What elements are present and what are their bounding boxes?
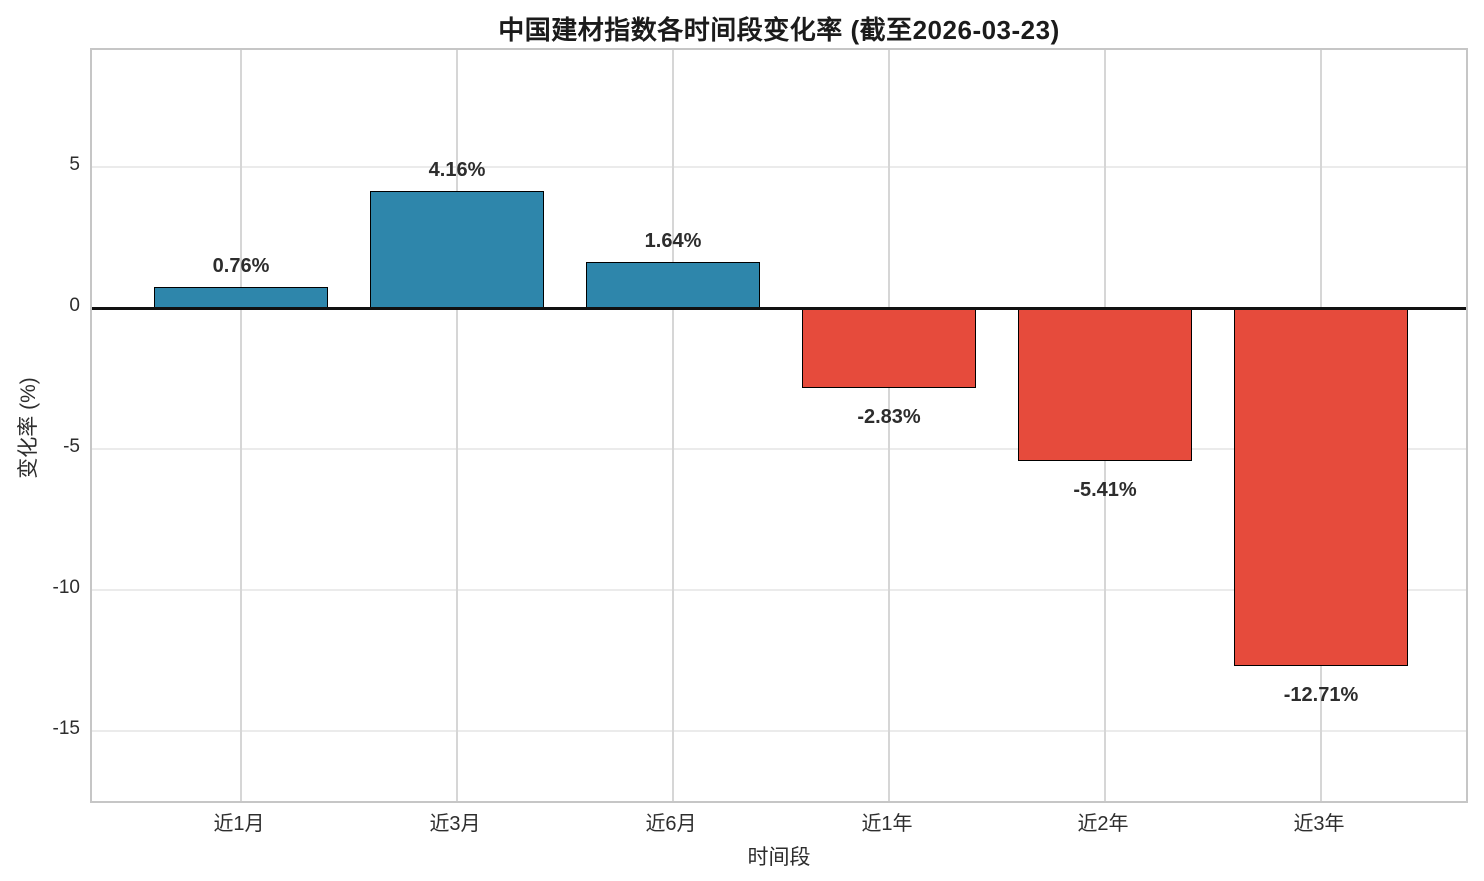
- x-tick-label: 近3年: [1293, 813, 1345, 835]
- bar-value-label: -5.41%: [1073, 478, 1137, 501]
- y-tick-label: -10: [52, 577, 80, 598]
- x-axis-label: 时间段: [747, 846, 811, 869]
- y-tick-label: 5: [69, 154, 80, 175]
- bar-value-label: 0.76%: [212, 254, 270, 277]
- bar: [154, 286, 328, 308]
- bar-value-label: -12.71%: [1283, 684, 1359, 707]
- x-tick-label: 近6月: [645, 813, 697, 835]
- y-tick-label: -5: [63, 436, 80, 457]
- y-tick-label: -15: [52, 718, 80, 739]
- chart-title: 中国建材指数各时间段变化率 (截至2026-03-23): [498, 15, 1060, 45]
- x-tick-label: 近3月: [429, 813, 481, 835]
- gridline-h: [92, 730, 1466, 732]
- gridline-v: [456, 50, 458, 801]
- x-tick-label: 近2年: [1077, 813, 1129, 835]
- bar-value-label: 1.64%: [644, 229, 702, 252]
- bar-value-label: 4.16%: [428, 158, 486, 181]
- gridline-v: [672, 50, 674, 801]
- bar: [586, 261, 760, 308]
- bar: [1018, 308, 1192, 461]
- x-tick-label: 近1月: [213, 813, 265, 835]
- x-tick-label: 近1年: [861, 813, 913, 835]
- y-axis-label: 变化率 (%): [17, 377, 40, 479]
- plot-area: 0.76% 4.16% 1.64% -2.83% -5.41% -12.71%: [90, 48, 1468, 803]
- zero-baseline: [92, 306, 1466, 310]
- gridline-v: [240, 50, 242, 801]
- gridline-v: [888, 50, 890, 801]
- gridline-h: [92, 448, 1466, 450]
- y-tick-label: 0: [69, 295, 80, 316]
- gridline-h: [92, 166, 1466, 168]
- bar-value-label: -2.83%: [857, 405, 921, 428]
- gridline-h: [92, 589, 1466, 591]
- bar: [370, 190, 544, 308]
- bar: [1234, 308, 1408, 667]
- bar: [802, 308, 976, 388]
